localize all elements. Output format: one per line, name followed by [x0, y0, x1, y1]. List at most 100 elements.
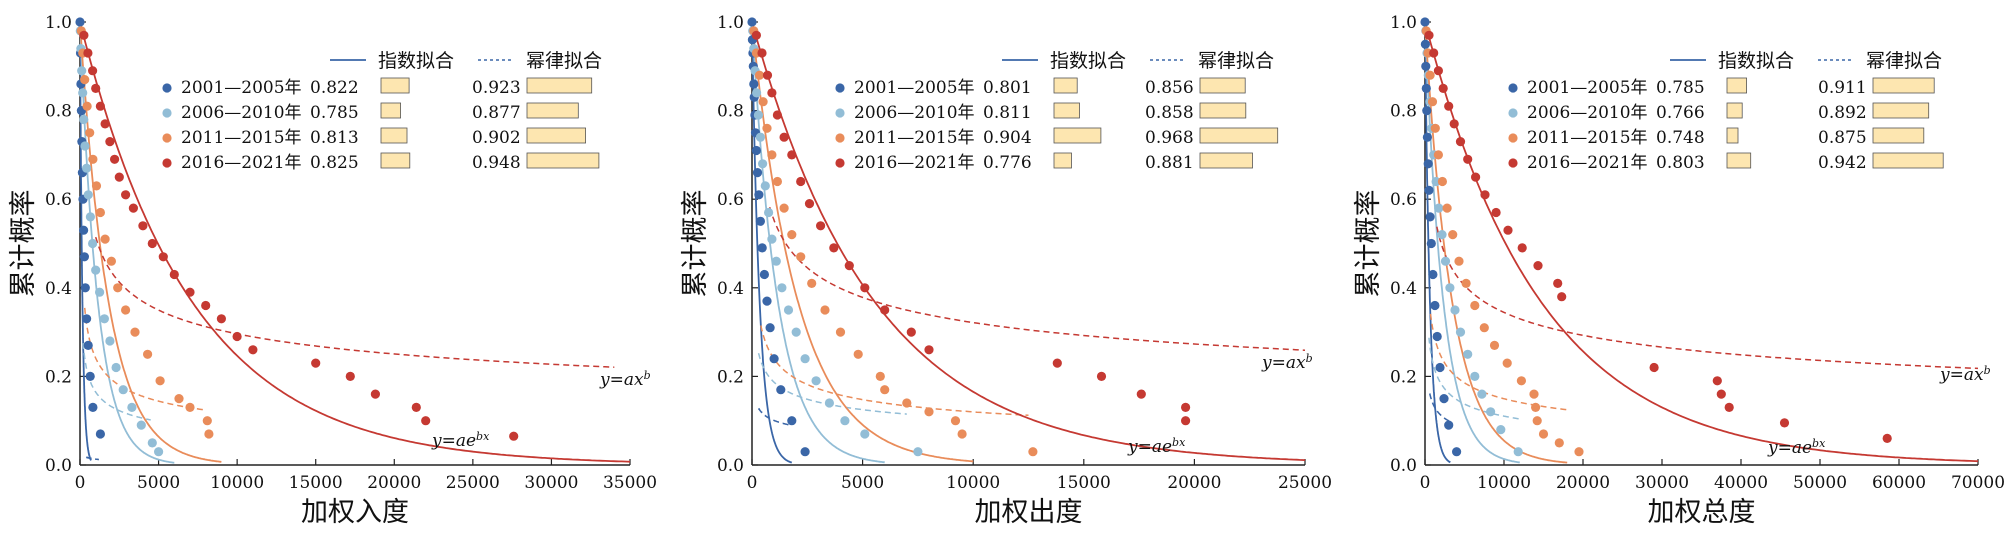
exp-fit-curve: [1425, 21, 1520, 464]
power-law-formula: y=axb: [599, 369, 651, 391]
data-point: [202, 416, 212, 426]
data-point: [800, 354, 810, 364]
x-tick-label: 30000: [1635, 473, 1689, 493]
data-point: [751, 30, 762, 40]
data-point: [143, 349, 153, 359]
r2-pow-bar: [526, 152, 600, 169]
data-point: [875, 371, 885, 381]
data-point: [1477, 389, 1487, 399]
data-point: [82, 314, 92, 324]
r2-pow-value: 0.923: [472, 78, 521, 98]
r2-exp-bar: [1053, 77, 1078, 94]
data-point: [88, 402, 98, 412]
r2-exp-value: 0.748: [1656, 128, 1705, 148]
y-tick-label: 0.6: [717, 190, 744, 210]
data-point: [835, 327, 846, 337]
data-point: [1422, 106, 1432, 116]
power-fit-curve: [1428, 337, 1520, 420]
data-point: [509, 431, 519, 441]
y-tick-label: 0.4: [45, 279, 72, 299]
data-point: [1444, 420, 1454, 430]
data-point: [1470, 371, 1480, 381]
legend-marker: [1508, 108, 1518, 118]
r2-pow-value: 0.875: [1818, 128, 1867, 148]
data-point: [787, 150, 797, 160]
data-point: [1435, 362, 1445, 373]
x-tick-label: 20000: [1556, 473, 1610, 493]
data-point: [105, 137, 115, 147]
data-point: [757, 243, 767, 253]
legend-exp-label: 指数拟合: [378, 50, 454, 72]
data-point: [787, 416, 797, 426]
r2-pow-value: 0.892: [1818, 103, 1867, 123]
legend-period-label: 2011—2015年: [181, 128, 302, 148]
legend-marker: [162, 83, 172, 93]
data-point: [1448, 230, 1458, 240]
r2-pow-bar: [1872, 77, 1935, 94]
data-point: [1461, 278, 1471, 288]
r2-exp-bar: [380, 152, 411, 169]
data-point: [1532, 416, 1542, 426]
r2-exp-bar: [380, 77, 410, 94]
x-tick-label: 5000: [137, 473, 180, 493]
data-point: [158, 252, 168, 262]
data-point: [1136, 389, 1146, 399]
data-point: [79, 225, 89, 235]
y-tick-label: 1.0: [717, 13, 744, 33]
x-tick-label: 10000: [210, 473, 264, 493]
data-point: [95, 101, 105, 111]
y-tick-label: 0.6: [45, 190, 72, 210]
data-point: [783, 305, 794, 315]
data-point: [1425, 70, 1435, 80]
data-point: [1426, 238, 1436, 249]
data-point: [114, 172, 124, 182]
legend-period-label: 2001—2005年: [181, 78, 302, 98]
data-point: [100, 119, 110, 129]
r2-exp-value: 0.813: [310, 128, 359, 148]
data-point: [85, 212, 95, 222]
data-point: [370, 389, 380, 399]
data-point: [1574, 447, 1584, 457]
data-point: [771, 256, 781, 266]
data-point: [796, 252, 806, 262]
legend-marker: [835, 83, 845, 93]
x-tick-label: 10000: [1477, 473, 1531, 493]
y-tick-label: 0.8: [717, 102, 744, 122]
data-point: [1421, 83, 1431, 93]
data-point: [749, 79, 759, 89]
data-point: [1513, 447, 1523, 457]
y-tick-label: 0.2: [45, 367, 72, 387]
data-point: [762, 123, 772, 133]
data-point: [130, 327, 140, 337]
y-tick-label: 0.6: [1390, 190, 1417, 210]
r2-exp-bar: [1053, 127, 1102, 144]
data-point: [844, 261, 854, 271]
data-point: [1424, 30, 1434, 40]
data-point: [1479, 323, 1489, 333]
data-point: [85, 128, 95, 138]
data-point: [1553, 278, 1563, 288]
r2-exp-value: 0.811: [983, 103, 1032, 123]
legend-exp-label: 指数拟合: [1718, 50, 1794, 72]
data-point: [772, 110, 783, 120]
power-fit-curve: [757, 353, 907, 415]
data-point: [760, 181, 770, 191]
data-point: [1422, 132, 1432, 142]
data-point: [824, 398, 835, 408]
data-point: [79, 30, 89, 40]
legend-marker: [1508, 133, 1518, 143]
data-point: [113, 283, 123, 293]
exp-fit-curve: [80, 21, 631, 463]
x-axis-title: 加权出度: [975, 497, 1083, 528]
y-tick-label: 0.4: [1390, 279, 1417, 299]
legend-pow-label: 幂律拟合: [526, 50, 602, 72]
data-point: [1450, 305, 1460, 315]
data-point: [1438, 83, 1448, 93]
x-tick-label: 25000: [446, 473, 500, 493]
legend-marker: [1508, 158, 1518, 168]
r2-exp-bar: [1053, 102, 1080, 119]
data-point: [155, 376, 165, 386]
data-point: [154, 447, 164, 457]
x-tick-label: 0: [75, 473, 86, 493]
